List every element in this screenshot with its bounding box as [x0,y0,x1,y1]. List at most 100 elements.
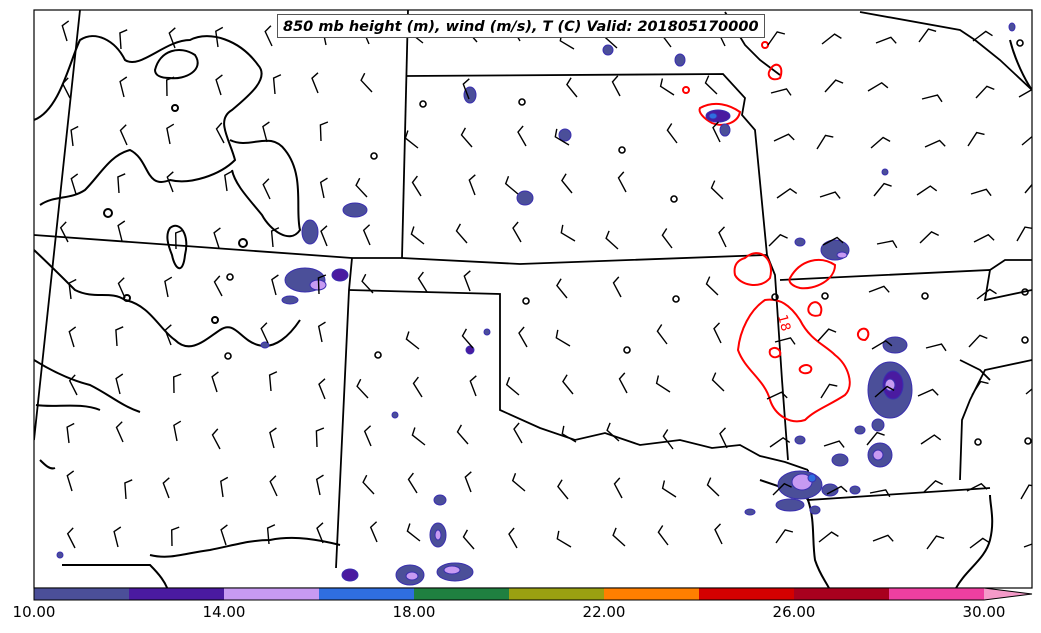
colorbar-segment [699,588,794,600]
wind-barb [714,523,723,545]
wind-barb [462,78,470,100]
wind-barb [711,372,725,392]
wind-barb [970,188,992,197]
wind-barb [362,474,375,495]
wind-barb [211,371,219,393]
wind-barb [117,220,126,242]
wind-barb [661,228,673,249]
calm-wind-circles [224,39,1032,446]
wind-barb [867,81,889,92]
wind-barb [66,527,76,549]
wind-barb [115,421,124,443]
wind-barb [272,74,282,95]
wind-barb [517,125,527,147]
wind-barb [117,173,126,194]
wind-barb [557,479,569,500]
colorbar-segment [889,588,984,600]
wind-barb [1018,88,1032,98]
wind-barb [268,371,278,392]
wind-barb [119,124,128,146]
wind-barb [666,123,678,144]
wind-barb [407,472,418,494]
wind-barb [1020,484,1032,500]
wind-barb [655,375,671,393]
wind-barb [826,485,848,495]
wind-barb [919,231,940,244]
wind-barb [773,133,795,142]
wind-barb [606,422,620,442]
wind-barb [772,482,792,496]
wind-barb [356,378,369,399]
wind-barb [174,229,184,250]
wind-barb [456,424,469,445]
wind-barb [215,74,223,96]
wind-barb [612,527,626,547]
wind-barb [362,224,371,246]
wind-barb [463,270,471,292]
wind-barb [821,33,842,45]
wind-barb [315,427,325,448]
wind-barb [317,321,326,343]
wind-barb [115,373,124,395]
wind-barb [262,178,271,200]
wind-barb [220,476,229,498]
wind-barb [119,76,128,98]
wind-barb [873,182,892,197]
colorbar-segment [224,588,319,600]
wind-barb [816,134,834,150]
wind-barb [166,171,174,193]
wind-barb [505,376,520,396]
wind-barb [172,373,182,394]
wind-barb [411,175,422,197]
wind-barb [566,77,578,98]
wind-barb [68,326,77,348]
wind-barb [311,72,319,94]
colorbar-segment [604,588,699,600]
wind-barb [170,526,180,547]
wind-barb [508,527,518,549]
colorbar-segment [129,588,224,600]
colorbar-segment [34,588,129,600]
wind-barb [817,328,837,342]
wind-barb [115,326,124,347]
wind-barb [460,127,473,148]
wind-barb [455,223,468,244]
colorbar-segment [794,588,889,600]
wind-barb [872,534,894,542]
wind-barb [166,123,175,145]
wind-barb [269,427,277,449]
wind-barb [605,230,619,250]
wind-barb [59,221,69,243]
wind-barb [618,372,628,394]
wind-barb [824,79,844,93]
wind-barb [925,343,947,352]
wind-barb [926,535,945,550]
wind-barb [173,420,182,442]
wind-barb [917,388,939,397]
wind-barb [113,526,122,548]
wind-barb [164,276,173,298]
wind-barb [315,474,324,496]
colorbar [33,587,1033,601]
colorbar-outline [33,587,1033,601]
wind-barb [710,180,724,200]
wind-barb [712,121,721,143]
wind-barb [513,422,523,444]
wind-barb [461,328,474,349]
wind-barb [818,531,839,543]
colorbar-extend-arrow [984,588,1032,600]
wind-barb [555,329,571,347]
wind-barb [972,30,993,42]
wind-barb [61,77,71,99]
wind-barb [820,383,838,399]
wind-barb [918,28,937,43]
wind-barb [406,523,421,542]
wind-barbs [59,20,1032,550]
wind-barb [554,128,570,146]
wind-barb [260,322,269,344]
wind-barb [369,521,378,543]
wind-barb [916,185,938,196]
wind-barb [213,275,223,297]
wind-barb [360,72,373,93]
